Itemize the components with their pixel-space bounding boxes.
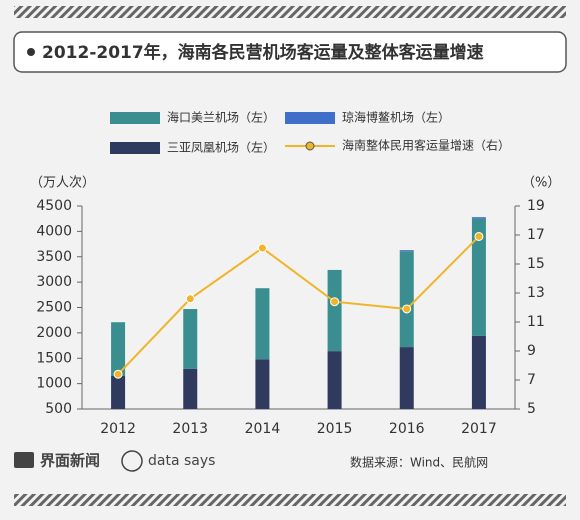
y-tick-label: 3500 bbox=[36, 249, 72, 265]
brand2: data says bbox=[148, 453, 215, 469]
y-tick-label: 1500 bbox=[36, 350, 72, 366]
y2-tick-label: 11 bbox=[527, 314, 545, 330]
legend-label: 三亚凤凰机场（左） bbox=[167, 140, 275, 155]
bottom-stripe bbox=[14, 494, 566, 506]
bar bbox=[111, 322, 126, 377]
bar bbox=[471, 217, 486, 219]
y-tick-label: 2000 bbox=[36, 325, 72, 341]
x-tick-label: 2015 bbox=[317, 421, 353, 437]
legend-swatch bbox=[110, 142, 160, 154]
y-axis-label: （万人次） bbox=[30, 175, 95, 191]
title-bullet bbox=[27, 48, 35, 56]
legend-point bbox=[305, 141, 315, 151]
line-point bbox=[402, 304, 412, 314]
bar bbox=[399, 250, 414, 252]
y2-axis-label: （%） bbox=[522, 176, 560, 191]
source: 数据来源：Wind、民航网 bbox=[350, 455, 488, 470]
bar bbox=[183, 368, 198, 409]
bar bbox=[399, 347, 414, 409]
legend-label: 海口美兰机场（左） bbox=[167, 110, 275, 125]
legend-label: 海南整体民用客运量增速（右） bbox=[342, 138, 510, 153]
bar bbox=[183, 309, 198, 369]
legend-label: 琼海博鳌机场（左） bbox=[342, 110, 450, 125]
title-box bbox=[13, 31, 567, 73]
x-tick-label: 2016 bbox=[389, 421, 425, 437]
top-stripe bbox=[14, 6, 566, 18]
x-tick-label: 2014 bbox=[245, 421, 281, 437]
bar bbox=[255, 288, 270, 360]
y-tick-label: 4500 bbox=[36, 198, 72, 214]
y-tick-label: 4000 bbox=[36, 223, 72, 239]
y2-tick-label: 5 bbox=[527, 401, 536, 417]
y2-tick-label: 17 bbox=[527, 227, 545, 243]
y2-tick-label: 9 bbox=[527, 343, 536, 359]
line bbox=[117, 235, 480, 375]
y-tick-label: 3000 bbox=[36, 274, 72, 290]
brand-logo bbox=[14, 452, 34, 468]
legend-swatch bbox=[110, 112, 160, 124]
brand: 界面新闻 bbox=[40, 452, 100, 470]
y2-tick-label: 13 bbox=[527, 285, 545, 301]
legend-swatch bbox=[285, 112, 335, 124]
line-point bbox=[330, 297, 340, 307]
y-tick-label: 1000 bbox=[36, 376, 72, 392]
x-tick-label: 2012 bbox=[100, 421, 136, 437]
bar bbox=[399, 251, 414, 348]
bar bbox=[255, 359, 270, 409]
bar bbox=[327, 269, 342, 352]
bar bbox=[471, 335, 486, 409]
y2-tick-label: 15 bbox=[527, 256, 545, 272]
bar bbox=[471, 218, 486, 336]
chart-title: 2012-2017年，海南各民营机场客运量及整体客运量增速 bbox=[42, 42, 484, 63]
line-point bbox=[185, 294, 195, 304]
y2-tick-label: 19 bbox=[527, 198, 545, 214]
line-point bbox=[257, 243, 267, 253]
y-tick-label: 2500 bbox=[36, 300, 72, 316]
bar bbox=[111, 376, 126, 409]
line-point bbox=[474, 231, 484, 241]
line-point bbox=[113, 369, 123, 379]
bar bbox=[327, 351, 342, 409]
brand2-logo bbox=[121, 450, 143, 472]
y2-tick-label: 7 bbox=[527, 372, 536, 388]
y-tick-label: 500 bbox=[45, 401, 72, 417]
x-tick-label: 2013 bbox=[172, 421, 208, 437]
x-tick-label: 2017 bbox=[461, 421, 497, 437]
